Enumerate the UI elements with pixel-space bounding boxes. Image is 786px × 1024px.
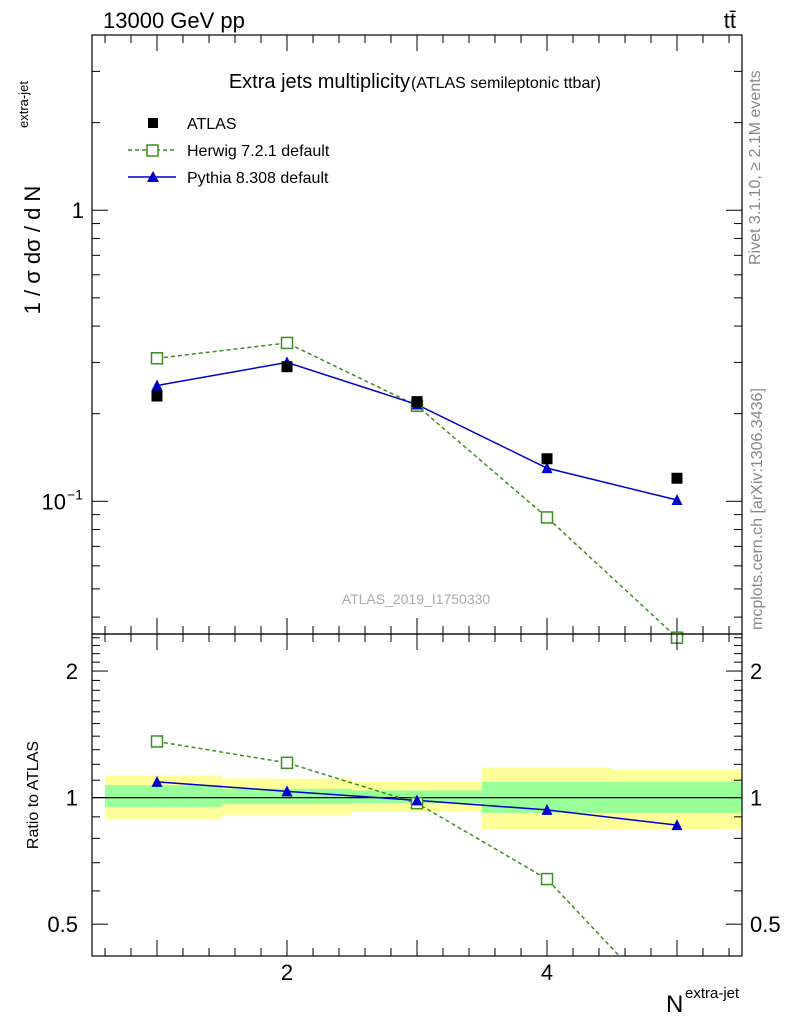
rivet-version-label: Rivet 3.1.10, ≥ 2.1M events bbox=[747, 70, 764, 265]
atlas-point bbox=[671, 472, 683, 484]
ratio-pythia-point bbox=[671, 819, 683, 831]
ratio-y-tick-label-right: 2 bbox=[750, 659, 762, 684]
ratio-y-axis-label: Ratio to ATLAS bbox=[25, 741, 42, 849]
pythia-point bbox=[671, 494, 683, 506]
main-y-tick-label: 1 bbox=[72, 198, 84, 223]
mcplots-reference-label: mcplots.cern.ch [arXiv:1306.3436] bbox=[749, 388, 766, 630]
herwig-point bbox=[150, 352, 164, 365]
main-axis-ticks: 1 10 −1 bbox=[42, 34, 742, 634]
legend-marker-pythia bbox=[147, 171, 159, 182]
pythia-point bbox=[151, 379, 163, 391]
ratio-pythia-point bbox=[541, 803, 553, 815]
legend-item-herwig: Herwig 7.2.1 default bbox=[128, 143, 330, 160]
ratio-y-tick-label-right: 1 bbox=[750, 786, 762, 811]
legend-marker-herwig bbox=[146, 144, 159, 157]
x-axis-title: N extra-jet bbox=[666, 985, 740, 1018]
header-process-label: tt̄ bbox=[724, 8, 736, 33]
main-panel: 1 10 −1 Extra jets multiplicity (ATLAS sem… bbox=[16, 34, 743, 644]
ratio-herwig-point bbox=[540, 872, 554, 886]
ratio-x-tick-label: 2 bbox=[281, 960, 293, 985]
ratio-uncertainty-bands bbox=[105, 767, 742, 830]
ratio-y-tick-label-right: 0.5 bbox=[750, 912, 781, 937]
main-y-axis-superscript: extra-jet bbox=[16, 81, 31, 128]
ratio-y-tick-label: 1 bbox=[66, 786, 78, 811]
chart-subtitle: (ATLAS semileptonic ttbar) bbox=[411, 75, 601, 92]
main-y-axis-label: 1 / σ dσ / d N bbox=[20, 186, 45, 315]
legend-label-herwig: Herwig 7.2.1 default bbox=[187, 143, 330, 160]
main-y-axis-title: 1 / σ dσ / d N extra-jet bbox=[16, 81, 45, 315]
ratio-pythia-point bbox=[151, 775, 163, 787]
ratio-y-tick-label: 2 bbox=[66, 659, 78, 684]
ratio-axis-ticks: 0.5 0.5 1 1 2 2 2 4 bbox=[47, 634, 781, 985]
ratio-band-inner bbox=[222, 788, 352, 805]
ratio-panel: 0.5 0.5 1 1 2 2 2 4 Ratio to ATLAS N extra-jet bbox=[25, 633, 781, 1018]
pythia-point bbox=[541, 462, 553, 474]
legend-label-atlas: ATLAS bbox=[187, 116, 237, 133]
ratio-series-layer bbox=[150, 735, 683, 956]
ratio-frame bbox=[91, 633, 743, 957]
legend-label-pythia: Pythia 8.308 default bbox=[187, 170, 329, 187]
pythia-line bbox=[156, 361, 678, 501]
ratio-pythia-point bbox=[411, 794, 423, 806]
ratio-pythia-point bbox=[281, 785, 293, 797]
legend-marker-atlas bbox=[148, 118, 158, 128]
legend: ATLAS Herwig 7.2.1 default Pythia 8.308 … bbox=[128, 116, 330, 187]
atlas-point bbox=[541, 453, 553, 465]
atlas-point bbox=[281, 361, 293, 373]
ratio-herwig-point bbox=[280, 756, 294, 770]
main-y-tick-label: 10 bbox=[42, 489, 66, 514]
x-axis-label: N bbox=[666, 991, 683, 1018]
ratio-y-tick-label: 0.5 bbox=[47, 912, 78, 937]
chart-title: Extra jets multiplicity bbox=[229, 71, 410, 93]
legend-item-atlas: ATLAS bbox=[148, 116, 237, 133]
herwig-point bbox=[540, 511, 554, 524]
ratio-x-tick-label: 4 bbox=[541, 960, 553, 985]
atlas-point bbox=[151, 390, 163, 402]
herwig-point bbox=[280, 336, 294, 350]
main-y-tick-label-exponent: −1 bbox=[67, 486, 83, 502]
header-energy-label: 13000 GeV pp bbox=[103, 8, 245, 33]
atlas-point bbox=[411, 396, 423, 408]
ratio-herwig-point bbox=[150, 735, 164, 748]
legend-item-pythia: Pythia 8.308 default bbox=[128, 170, 329, 187]
x-axis-superscript: extra-jet bbox=[685, 985, 740, 1002]
main-series-layer bbox=[150, 336, 684, 644]
ratio-band-inner bbox=[105, 785, 222, 807]
analysis-watermark: ATLAS_2019_I1750330 bbox=[342, 591, 491, 607]
